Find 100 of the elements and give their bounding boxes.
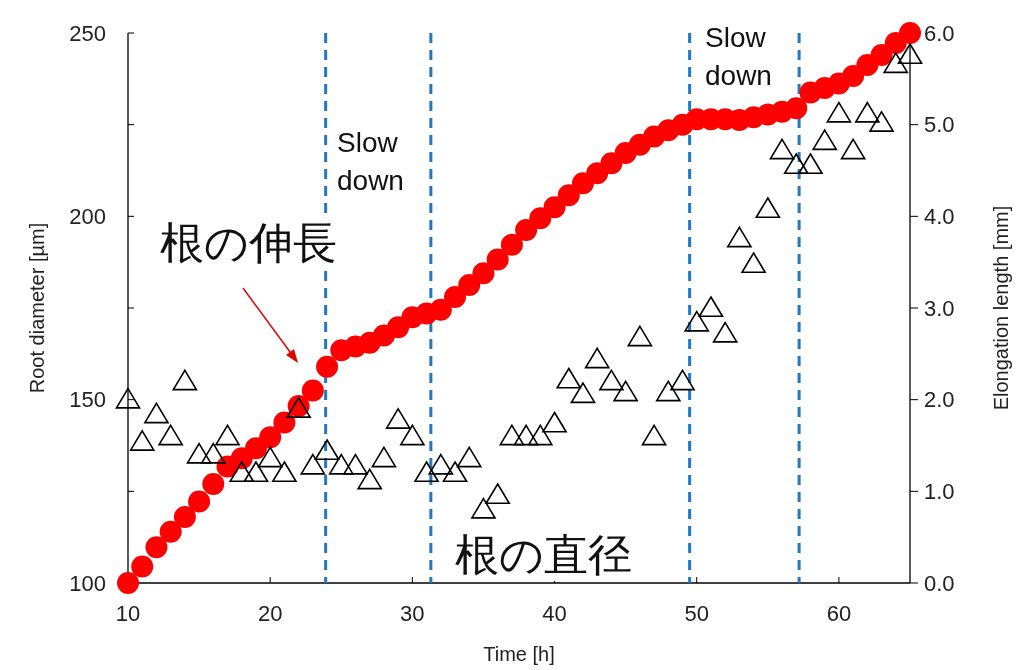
point <box>144 402 169 424</box>
point <box>173 506 196 528</box>
point <box>444 286 467 308</box>
point <box>712 321 738 343</box>
point <box>200 442 226 464</box>
y2-tick-label: 2.0 <box>924 387 955 413</box>
point <box>741 252 766 274</box>
y-tick-label: 200 <box>69 203 106 229</box>
point <box>301 379 324 402</box>
point <box>641 424 667 446</box>
point <box>513 424 539 446</box>
point <box>655 380 681 402</box>
point <box>755 197 781 219</box>
point <box>529 207 552 230</box>
point <box>613 380 638 402</box>
point <box>472 262 495 285</box>
point <box>627 325 653 347</box>
point <box>826 101 852 123</box>
annotation: Slow down <box>337 127 404 196</box>
point <box>202 473 225 495</box>
point <box>840 138 866 160</box>
point <box>812 129 838 151</box>
y-tick-label: 150 <box>69 387 106 413</box>
y-tick-label: 100 <box>69 570 106 596</box>
point <box>215 424 240 446</box>
x-tick-label: 60 <box>826 601 852 626</box>
y2-axis-title: Elongation length [mm] <box>990 205 1012 411</box>
y-axis-title: Root diameter [µm] <box>26 222 48 394</box>
point <box>499 424 525 446</box>
point <box>145 536 168 559</box>
x-tick-label: 20 <box>257 601 283 626</box>
x-tick-label: 30 <box>400 601 425 626</box>
point <box>870 44 893 66</box>
point <box>458 274 481 297</box>
point <box>328 453 354 475</box>
point <box>428 453 454 475</box>
y-tick-label: 250 <box>69 20 106 46</box>
point <box>855 101 880 123</box>
point <box>842 65 865 88</box>
point <box>400 424 425 446</box>
y2-tick-label: 4.0 <box>924 203 955 229</box>
point <box>429 298 452 321</box>
point <box>115 387 141 409</box>
point <box>385 408 411 429</box>
x-tick-label: 10 <box>115 601 141 626</box>
annotation: Slow down <box>705 22 772 91</box>
point <box>159 520 182 543</box>
point <box>486 248 509 271</box>
point <box>785 97 808 120</box>
y2-tick-label: 6.0 <box>924 20 955 46</box>
point <box>343 453 368 475</box>
point <box>783 153 809 175</box>
x-tick-label: 40 <box>542 601 567 626</box>
point <box>272 461 297 483</box>
point <box>485 483 511 505</box>
point <box>670 369 695 391</box>
point <box>314 439 340 461</box>
point <box>244 437 267 460</box>
point <box>556 367 582 389</box>
point <box>527 424 553 446</box>
point <box>414 461 439 483</box>
point <box>727 226 752 248</box>
point <box>500 233 523 256</box>
point <box>698 296 724 318</box>
point <box>600 152 623 175</box>
point <box>129 430 155 451</box>
point <box>117 572 139 594</box>
point <box>229 461 255 483</box>
point <box>584 347 610 369</box>
y2-tick-label: 5.0 <box>924 112 955 138</box>
point <box>798 153 823 175</box>
point <box>186 442 212 464</box>
point <box>131 555 154 578</box>
point <box>897 43 923 65</box>
point <box>357 468 383 490</box>
y2-tick-label: 3.0 <box>924 295 955 321</box>
y2-tick-label: 1.0 <box>924 478 955 504</box>
point <box>543 196 566 219</box>
point <box>442 461 468 483</box>
point <box>883 52 909 74</box>
point <box>856 54 879 77</box>
point <box>599 369 624 391</box>
point <box>557 184 580 207</box>
point <box>158 424 183 446</box>
point <box>273 411 296 434</box>
point <box>456 446 482 468</box>
point <box>257 446 283 468</box>
point <box>172 369 198 391</box>
point <box>542 411 567 433</box>
point <box>316 355 339 378</box>
point <box>570 382 596 404</box>
x-axis-title: Time [h] <box>483 643 555 665</box>
point <box>769 138 795 160</box>
point <box>188 490 211 513</box>
point <box>243 461 269 483</box>
point <box>300 453 326 475</box>
point <box>899 22 921 44</box>
x-tick-label: 50 <box>684 601 709 626</box>
point <box>684 310 710 332</box>
point <box>515 219 538 242</box>
